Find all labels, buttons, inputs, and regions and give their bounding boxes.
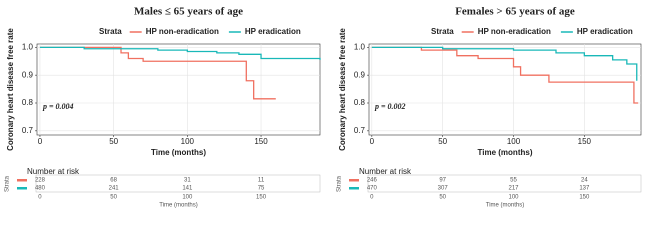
- risk-row-swatch: [17, 179, 27, 182]
- y-tick-label: 1.0: [354, 42, 366, 51]
- risk-count: 137: [579, 186, 590, 192]
- x-tick-label: 150: [254, 137, 268, 146]
- risk-table-title: Number at risk: [27, 167, 80, 176]
- risk-row-swatch: [17, 187, 27, 190]
- risk-count: 470: [367, 186, 378, 192]
- risk-table-frame: [367, 174, 642, 193]
- risk-row-swatch: [349, 187, 359, 190]
- y-tick-label: 1.0: [22, 42, 34, 51]
- risk-count: 24: [581, 178, 588, 184]
- legend-label: HP non-eradication: [478, 27, 551, 36]
- risk-table-frame: [35, 174, 321, 193]
- y-tick-label: 0.7: [22, 126, 34, 135]
- x-axis-label: Time (months): [151, 148, 206, 157]
- y-tick-label: 0.7: [354, 126, 366, 135]
- risk-time-label: 100: [182, 195, 193, 201]
- survival-curve: [371, 46, 638, 81]
- risk-x-label: Time (months): [486, 203, 524, 209]
- y-tick-label: 0.8: [22, 98, 34, 107]
- risk-time-label: 150: [256, 195, 267, 201]
- risk-time-label: 0: [370, 195, 374, 201]
- x-axis-label: Time (months): [478, 148, 533, 157]
- risk-count: 75: [258, 186, 265, 192]
- legend-title: Strata: [431, 27, 454, 36]
- risk-count: 141: [182, 186, 193, 192]
- risk-table-label: Strata: [5, 175, 11, 192]
- plot-area: [36, 43, 321, 136]
- legend-label: HP eradication: [245, 27, 301, 36]
- legend-title: Strata: [99, 27, 122, 36]
- risk-row-swatch: [349, 179, 359, 182]
- y-tick-label: 0.9: [22, 70, 34, 79]
- x-tick-label: 150: [578, 137, 592, 146]
- risk-count: 246: [367, 178, 378, 184]
- risk-table-title: Number at risk: [359, 167, 412, 176]
- x-tick-label: 100: [507, 137, 521, 146]
- risk-count: 480: [35, 186, 46, 192]
- x-tick-label: 0: [38, 137, 43, 146]
- legend-label: HP eradication: [577, 27, 633, 36]
- chart-title: Females > 65 years of age: [455, 6, 575, 18]
- y-tick-label: 0.8: [354, 98, 366, 107]
- x-tick-label: 50: [438, 137, 447, 146]
- risk-count: 55: [510, 178, 517, 184]
- legend-label: HP non-eradication: [146, 27, 219, 36]
- risk-count: 31: [184, 178, 191, 184]
- survival-curve: [39, 46, 276, 100]
- x-tick-label: 0: [370, 137, 375, 146]
- risk-time-label: 150: [579, 195, 590, 201]
- y-axis-label: Coronary heart disease free rate: [6, 28, 15, 151]
- risk-count: 241: [109, 186, 120, 192]
- risk-time-label: 50: [110, 195, 117, 201]
- risk-table-label: Strata: [337, 175, 343, 192]
- risk-time-label: 50: [439, 195, 446, 201]
- risk-count: 68: [110, 178, 117, 184]
- y-tick-label: 0.9: [354, 70, 366, 79]
- risk-time-label: 100: [508, 195, 519, 201]
- risk-count: 97: [439, 178, 446, 184]
- figure: Males ≤ 65 years of age Strata HP non-erad…: [5, 6, 642, 209]
- p-value: p = 0.002: [374, 102, 406, 111]
- risk-x-label: Time (months): [159, 203, 197, 209]
- survival-curve: [371, 46, 639, 104]
- x-tick-label: 50: [109, 137, 118, 146]
- p-value: p = 0.004: [42, 102, 74, 111]
- x-tick-label: 100: [181, 137, 195, 146]
- chart-title: Males ≤ 65 years of age: [134, 6, 243, 18]
- survival-curve: [39, 46, 321, 60]
- y-axis-label: Coronary heart disease free rate: [338, 28, 347, 151]
- risk-count: 228: [35, 178, 46, 184]
- risk-count: 11: [258, 178, 265, 184]
- risk-time-label: 0: [38, 195, 42, 201]
- plot-area: [368, 43, 642, 136]
- risk-count: 307: [438, 186, 449, 192]
- risk-count: 217: [508, 186, 519, 192]
